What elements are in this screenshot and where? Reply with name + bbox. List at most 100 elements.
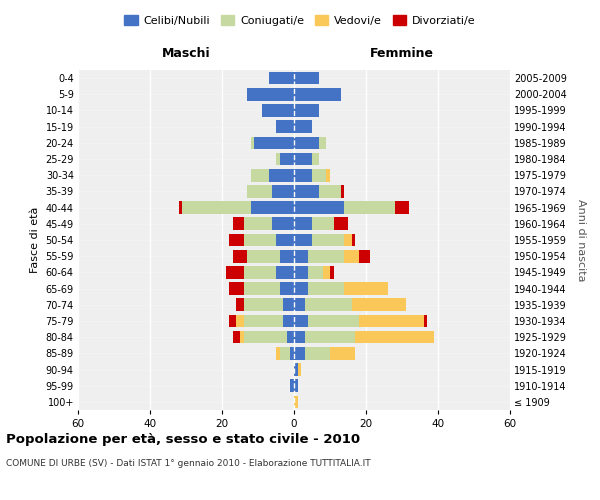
Bar xyxy=(236,298,244,311)
Bar xyxy=(251,202,294,214)
Bar xyxy=(330,347,355,360)
Bar xyxy=(251,136,254,149)
Bar xyxy=(244,298,283,311)
Bar xyxy=(283,314,294,328)
Bar xyxy=(229,314,236,328)
Bar xyxy=(352,298,406,311)
Bar xyxy=(280,347,290,360)
Bar xyxy=(269,169,294,181)
Bar xyxy=(247,88,294,101)
Bar xyxy=(240,331,244,344)
Bar xyxy=(294,218,312,230)
Bar xyxy=(308,250,344,262)
Bar xyxy=(283,298,294,311)
Bar xyxy=(244,234,276,246)
Bar xyxy=(308,266,323,278)
Bar xyxy=(272,185,294,198)
Bar xyxy=(294,104,319,117)
Bar xyxy=(290,380,294,392)
Bar xyxy=(344,234,352,246)
Bar xyxy=(312,152,319,166)
Bar xyxy=(352,234,355,246)
Bar xyxy=(312,169,326,181)
Bar xyxy=(276,347,280,360)
Bar xyxy=(305,298,352,311)
Y-axis label: Fasce di età: Fasce di età xyxy=(30,207,40,273)
Bar xyxy=(229,282,244,295)
Bar xyxy=(294,72,319,85)
Bar xyxy=(226,266,244,278)
Bar xyxy=(294,120,312,133)
Bar xyxy=(359,250,370,262)
Bar xyxy=(244,266,276,278)
Bar xyxy=(229,234,244,246)
Bar xyxy=(276,120,294,133)
Bar xyxy=(344,282,388,295)
Bar xyxy=(276,266,294,278)
Y-axis label: Anni di nascita: Anni di nascita xyxy=(577,198,586,281)
Bar xyxy=(276,152,280,166)
Bar xyxy=(330,266,334,278)
Legend: Celibi/Nubili, Coniugati/e, Vedovi/e, Divorziati/e: Celibi/Nubili, Coniugati/e, Vedovi/e, Di… xyxy=(120,10,480,30)
Bar xyxy=(359,314,424,328)
Bar xyxy=(294,136,319,149)
Bar xyxy=(424,314,427,328)
Bar xyxy=(294,169,312,181)
Bar xyxy=(308,282,344,295)
Bar xyxy=(294,298,305,311)
Bar xyxy=(344,202,395,214)
Bar xyxy=(294,266,308,278)
Bar xyxy=(179,202,182,214)
Bar xyxy=(305,331,355,344)
Bar xyxy=(344,250,359,262)
Bar xyxy=(308,314,359,328)
Bar xyxy=(272,218,294,230)
Bar xyxy=(319,185,341,198)
Bar xyxy=(247,250,280,262)
Bar xyxy=(247,185,272,198)
Bar xyxy=(334,218,348,230)
Bar xyxy=(312,234,344,246)
Bar xyxy=(294,380,298,392)
Bar xyxy=(294,363,298,376)
Bar xyxy=(355,331,434,344)
Bar xyxy=(294,331,305,344)
Bar xyxy=(294,185,319,198)
Text: COMUNE DI URBE (SV) - Dati ISTAT 1° gennaio 2010 - Elaborazione TUTTITALIA.IT: COMUNE DI URBE (SV) - Dati ISTAT 1° genn… xyxy=(6,459,371,468)
Bar xyxy=(290,347,294,360)
Bar xyxy=(262,104,294,117)
Text: Popolazione per età, sesso e stato civile - 2010: Popolazione per età, sesso e stato civil… xyxy=(6,432,360,446)
Bar xyxy=(294,250,308,262)
Bar xyxy=(319,136,326,149)
Bar xyxy=(244,314,283,328)
Bar xyxy=(236,314,244,328)
Bar xyxy=(294,347,305,360)
Bar xyxy=(341,185,344,198)
Bar xyxy=(294,396,298,408)
Bar xyxy=(251,169,269,181)
Bar xyxy=(294,282,308,295)
Bar xyxy=(294,234,312,246)
Bar xyxy=(254,136,294,149)
Bar xyxy=(233,250,247,262)
Bar xyxy=(233,218,244,230)
Bar xyxy=(244,282,280,295)
Text: Maschi: Maschi xyxy=(161,47,211,60)
Text: Femmine: Femmine xyxy=(370,47,434,60)
Bar xyxy=(395,202,409,214)
Bar xyxy=(298,363,301,376)
Bar xyxy=(244,331,287,344)
Bar xyxy=(280,250,294,262)
Bar xyxy=(280,282,294,295)
Bar xyxy=(294,152,312,166)
Bar xyxy=(182,202,251,214)
Bar xyxy=(294,202,344,214)
Bar xyxy=(276,234,294,246)
Bar xyxy=(269,72,294,85)
Bar xyxy=(294,314,308,328)
Bar xyxy=(280,152,294,166)
Bar xyxy=(294,88,341,101)
Bar xyxy=(326,169,330,181)
Bar xyxy=(323,266,330,278)
Bar xyxy=(305,347,330,360)
